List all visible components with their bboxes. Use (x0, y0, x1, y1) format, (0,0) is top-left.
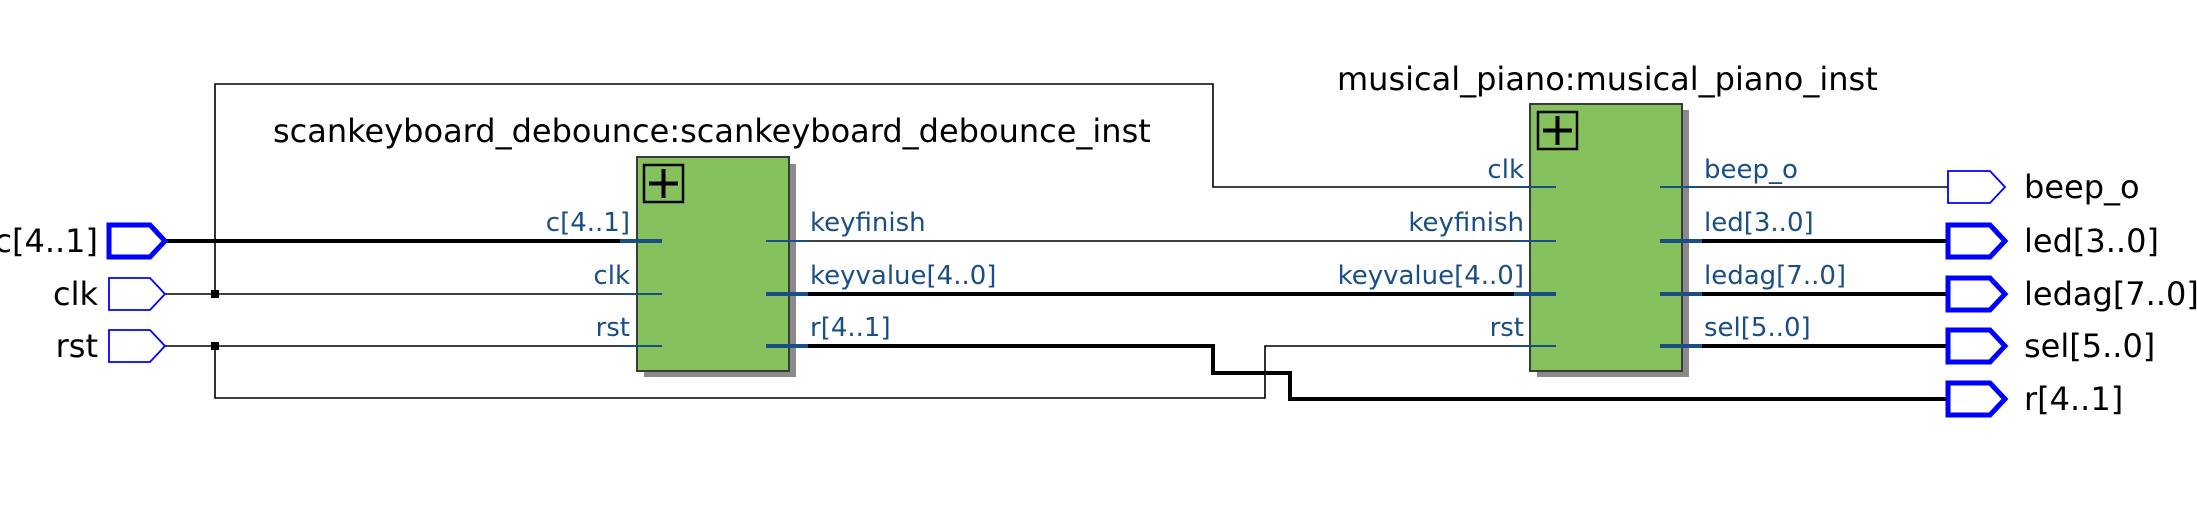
output-pin-beep[interactable] (1947, 170, 2007, 204)
port-stubs (620, 186, 1702, 348)
output-label-r: r[4..1] (2024, 380, 2123, 418)
wire-clk-to-piano[interactable] (214, 83, 1550, 294)
port-out-label: sel[5..0] (1704, 313, 1811, 343)
block-body[interactable] (1529, 103, 1683, 372)
plus-box-icon[interactable] (642, 163, 685, 204)
port-in-label: rst (1490, 313, 1524, 343)
output-pin-sel[interactable] (1945, 327, 2009, 365)
wire-r-bus[interactable] (766, 344, 1948, 401)
input-pin-c[interactable] (106, 222, 169, 260)
output-label-led: led[3..0] (2024, 222, 2159, 260)
port-in-label: clk (593, 261, 630, 291)
port-out-label: r[4..1] (810, 313, 891, 343)
block-title: scankeyboard_debounce:scankeyboard_debou… (273, 112, 1151, 150)
port-out-label: keyfinish (810, 208, 926, 238)
output-pin-led[interactable] (1945, 222, 2009, 260)
port-in-label: c[4..1] (546, 208, 630, 238)
port-out-label: keyvalue[4..0] (810, 261, 996, 291)
block-title: musical_piano:musical_piano_inst (1337, 60, 1878, 98)
port-out-label: beep_o (1704, 155, 1798, 185)
input-label-c: c[4..1] (0, 222, 98, 260)
output-label-sel: sel[5..0] (2024, 327, 2155, 365)
port-in-label: clk (1487, 155, 1524, 185)
output-pin-ledag[interactable] (1945, 275, 2009, 313)
wire-rst-to-piano[interactable] (214, 345, 1550, 399)
block-body[interactable] (636, 156, 790, 372)
output-pin-r[interactable] (1945, 380, 2009, 418)
plus-box-icon[interactable] (1536, 110, 1579, 151)
block-musical-piano[interactable]: musical_piano:musical_piano_inst clk key… (1337, 60, 1878, 377)
input-label-rst: rst (56, 327, 98, 365)
output-pins: beep_o led[3..0] ledag[7..0] sel[5..0] r… (1945, 168, 2197, 418)
port-in-label: keyvalue[4..0] (1338, 261, 1524, 291)
port-out-label: ledag[7..0] (1704, 261, 1846, 291)
wires (165, 83, 1948, 401)
junction-clk (211, 290, 219, 298)
output-label-beep: beep_o (2024, 168, 2140, 206)
block-scankeyboard-debounce[interactable]: scankeyboard_debounce:scankeyboard_debou… (273, 112, 1151, 377)
port-in-label: keyfinish (1408, 208, 1524, 238)
input-pins: c[4..1] clk rst (0, 222, 169, 365)
output-label-ledag: ledag[7..0] (2024, 275, 2197, 313)
input-pin-clk[interactable] (108, 277, 167, 311)
input-pin-rst[interactable] (108, 329, 167, 363)
port-out-label: led[3..0] (1704, 208, 1814, 238)
junction-rst (211, 342, 219, 350)
input-label-clk: clk (53, 275, 98, 313)
port-in-label: rst (596, 313, 630, 343)
